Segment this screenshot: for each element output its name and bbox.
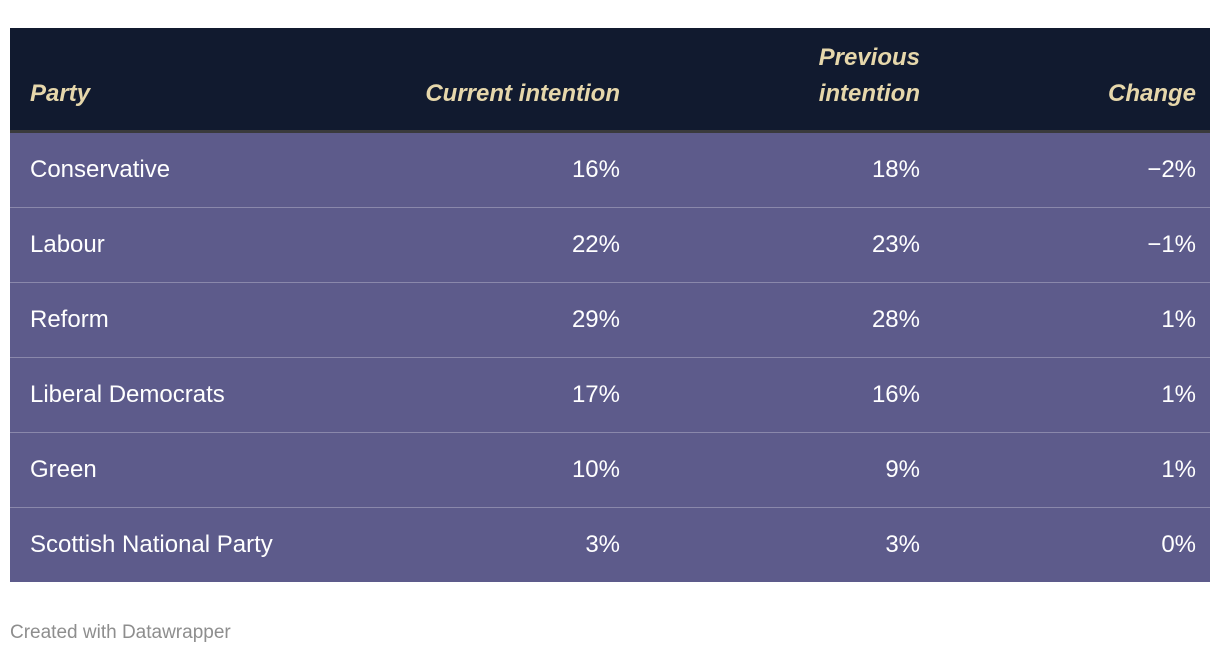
table-row: Liberal Democrats 17% 16% 1%: [10, 357, 1210, 433]
cell-current-intention: 29%: [334, 282, 634, 358]
cell-current-intention: 16%: [334, 131, 634, 208]
cell-party: Scottish National Party: [10, 507, 334, 582]
cell-change: 1%: [934, 432, 1210, 508]
cell-previous-intention: 3%: [634, 507, 934, 582]
cell-current-intention: 10%: [334, 432, 634, 508]
column-header-previous-intention-label: Previous intention: [818, 44, 920, 107]
cell-previous-intention: 23%: [634, 207, 934, 283]
cell-party: Green: [10, 432, 334, 508]
cell-current-intention: 17%: [334, 357, 634, 433]
poll-table-container: Party Current intention Previous intenti…: [10, 28, 1210, 582]
column-header-previous-intention: Previous intention: [634, 28, 934, 133]
cell-party: Conservative: [10, 131, 334, 208]
cell-current-intention: 22%: [334, 207, 634, 283]
cell-change: 1%: [934, 357, 1210, 433]
table-row: Scottish National Party 3% 3% 0%: [10, 507, 1210, 582]
cell-previous-intention: 18%: [634, 131, 934, 208]
cell-change: 1%: [934, 282, 1210, 358]
datawrapper-credit-link[interactable]: Created with Datawrapper: [10, 622, 231, 643]
column-header-party: Party: [10, 28, 334, 133]
table-row: Reform 29% 28% 1%: [10, 282, 1210, 358]
cell-previous-intention: 9%: [634, 432, 934, 508]
cell-party: Labour: [10, 207, 334, 283]
cell-change: −1%: [934, 207, 1210, 283]
cell-previous-intention: 16%: [634, 357, 934, 433]
cell-previous-intention: 28%: [634, 282, 934, 358]
cell-change: 0%: [934, 507, 1210, 582]
poll-table: Party Current intention Previous intenti…: [10, 28, 1210, 582]
table-header-row: Party Current intention Previous intenti…: [10, 28, 1210, 133]
cell-current-intention: 3%: [334, 507, 634, 582]
cell-party: Reform: [10, 282, 334, 358]
table-row: Green 10% 9% 1%: [10, 432, 1210, 508]
table-row: Labour 22% 23% −1%: [10, 207, 1210, 283]
cell-party: Liberal Democrats: [10, 357, 334, 433]
cell-change: −2%: [934, 131, 1210, 208]
table-row: Conservative 16% 18% −2%: [10, 131, 1210, 208]
column-header-current-intention: Current intention: [334, 28, 634, 133]
column-header-change: Change: [934, 28, 1210, 133]
